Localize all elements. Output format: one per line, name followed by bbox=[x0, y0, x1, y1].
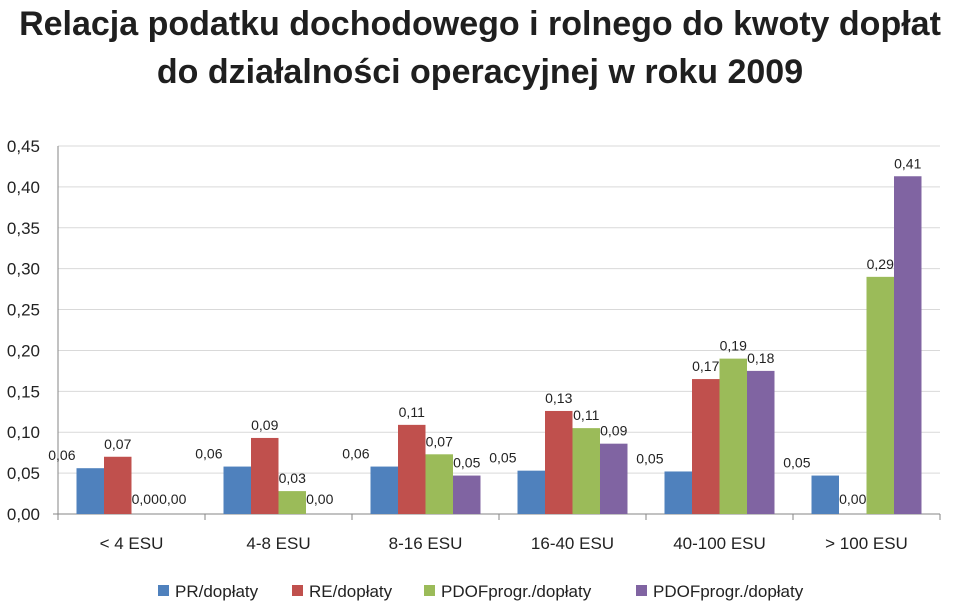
axes: 0,00 0,05 0,10 0,15 0,20 0,25 0,30 0,35 0,40 0,45… bbox=[7, 137, 941, 553]
y-tick-label: 0,05 bbox=[7, 464, 40, 483]
legend-label: PDOFprogr./dopłaty bbox=[653, 582, 804, 601]
data-label: 0,00 bbox=[839, 491, 866, 507]
data-label: 0,03 bbox=[279, 470, 306, 486]
y-tick-label: 0,30 bbox=[7, 260, 40, 279]
bar bbox=[251, 437, 279, 514]
data-label: 0,19 bbox=[720, 338, 747, 354]
y-tick-label: 0,00 bbox=[7, 505, 40, 524]
legend-label: PR/dopłaty bbox=[175, 582, 259, 601]
bar bbox=[104, 456, 132, 514]
data-label: 0,13 bbox=[545, 390, 572, 406]
bar bbox=[76, 468, 104, 514]
y-tick-label: 0,15 bbox=[7, 382, 40, 401]
bar bbox=[223, 466, 251, 514]
data-label: 0,05 bbox=[636, 450, 663, 466]
x-category-label: > 100 ESU bbox=[825, 534, 908, 553]
y-tick-label: 0,40 bbox=[7, 178, 40, 197]
legend-label: RE/dopłaty bbox=[309, 582, 393, 601]
data-label: 0,00 bbox=[159, 491, 186, 507]
bar bbox=[572, 428, 600, 514]
bar bbox=[545, 410, 573, 514]
bar bbox=[425, 454, 453, 514]
data-label: 0,05 bbox=[489, 450, 516, 466]
bar bbox=[517, 470, 545, 514]
legend: PR/dopłaty RE/dopłaty PDOFprogr./dopłaty PD… bbox=[158, 582, 804, 601]
bar bbox=[398, 424, 426, 514]
data-label: 0,06 bbox=[48, 447, 75, 463]
x-category-label: < 4 ESU bbox=[100, 534, 164, 553]
data-label: 0,05 bbox=[453, 455, 480, 471]
bar bbox=[692, 379, 720, 514]
legend-swatch bbox=[292, 585, 303, 596]
legend-swatch bbox=[636, 585, 647, 596]
bar bbox=[866, 276, 894, 514]
y-tick-label: 0,25 bbox=[7, 301, 40, 320]
bar bbox=[747, 370, 775, 514]
gridlines bbox=[58, 145, 940, 515]
bar bbox=[278, 491, 306, 514]
data-label: 0,07 bbox=[426, 433, 453, 449]
bar bbox=[811, 475, 839, 514]
data-label: 0,17 bbox=[692, 358, 719, 374]
bar bbox=[453, 475, 481, 514]
data-label: 0,07 bbox=[104, 436, 131, 452]
bars bbox=[76, 176, 922, 514]
data-label: 0,00 bbox=[306, 491, 333, 507]
chart-title: Relacja podatku dochodowego i rolnego do… bbox=[19, 5, 941, 91]
data-label: 0,06 bbox=[195, 446, 222, 462]
x-category-label: 4-8 ESU bbox=[246, 534, 310, 553]
bar bbox=[894, 176, 922, 514]
data-label: 0,09 bbox=[600, 423, 627, 439]
bar bbox=[600, 443, 628, 514]
data-label: 0,41 bbox=[894, 155, 921, 171]
bar bbox=[664, 471, 692, 514]
data-label: 0,11 bbox=[573, 407, 599, 423]
y-tick-label: 0,45 bbox=[7, 137, 40, 156]
bar bbox=[370, 466, 398, 514]
data-labels: 0,060,070,00 0,000,060,090,030,000,060,11… bbox=[48, 155, 921, 507]
x-category-label: 8-16 ESU bbox=[389, 534, 463, 553]
legend-label: PDOFprogr./dopłaty bbox=[441, 582, 592, 601]
y-tick-label: 0,35 bbox=[7, 219, 40, 238]
bar bbox=[719, 358, 747, 514]
legend-swatch bbox=[158, 585, 169, 596]
data-label: 0,11 bbox=[399, 404, 425, 420]
data-label: 0,05 bbox=[783, 455, 810, 471]
y-tick-label: 0,10 bbox=[7, 423, 40, 442]
data-label: 0,00 bbox=[132, 491, 159, 507]
legend-swatch bbox=[424, 585, 435, 596]
y-tick-label: 0,20 bbox=[7, 341, 40, 360]
data-label: 0,18 bbox=[747, 350, 774, 366]
x-category-label: 16-40 ESU bbox=[531, 534, 614, 553]
data-label: 0,06 bbox=[342, 446, 369, 462]
data-label: 0,09 bbox=[251, 417, 278, 433]
x-category-label: 40-100 ESU bbox=[673, 534, 766, 553]
data-label: 0,29 bbox=[867, 256, 894, 272]
